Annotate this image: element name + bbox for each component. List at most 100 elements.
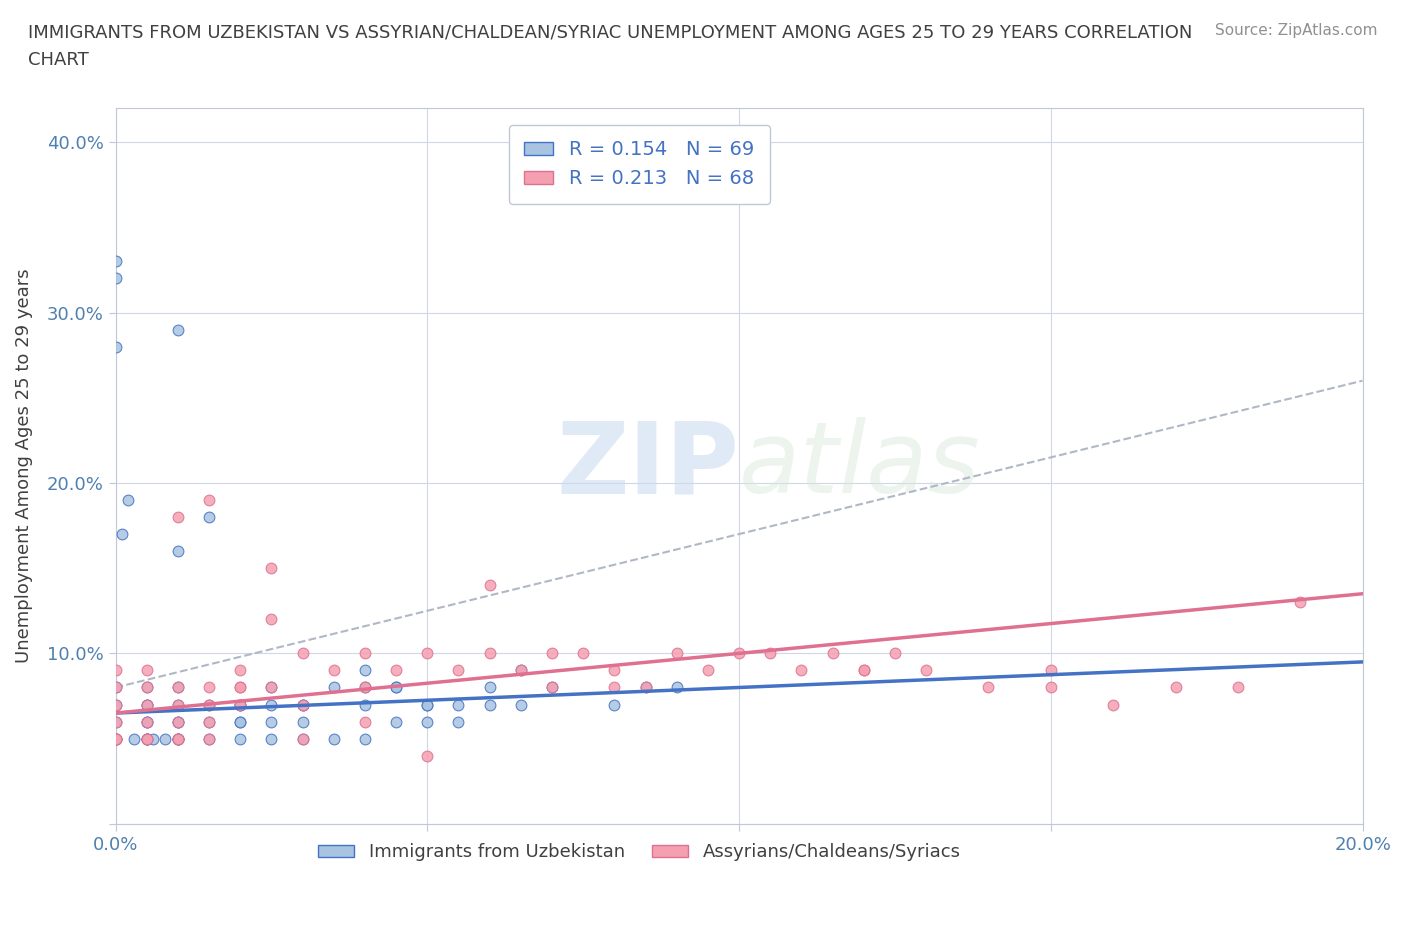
Point xyxy=(198,714,221,729)
Point xyxy=(884,646,907,661)
Point xyxy=(790,663,813,678)
Point xyxy=(229,680,252,695)
Point xyxy=(634,680,657,695)
Point xyxy=(229,698,252,712)
Point xyxy=(354,646,377,661)
Point xyxy=(385,680,408,695)
Point xyxy=(509,663,531,678)
Point xyxy=(291,731,314,746)
Point xyxy=(509,663,531,678)
Point xyxy=(104,680,127,695)
Point xyxy=(104,680,127,695)
Point xyxy=(322,731,344,746)
Point xyxy=(260,680,283,695)
Text: Source: ZipAtlas.com: Source: ZipAtlas.com xyxy=(1215,23,1378,38)
Point xyxy=(167,698,190,712)
Point xyxy=(135,714,157,729)
Point xyxy=(111,526,134,541)
Point xyxy=(354,680,377,695)
Point xyxy=(416,698,439,712)
Point xyxy=(135,698,157,712)
Point xyxy=(665,680,688,695)
Point xyxy=(135,731,157,746)
Point xyxy=(167,510,190,525)
Point xyxy=(167,714,190,729)
Point xyxy=(135,698,157,712)
Point xyxy=(167,698,190,712)
Point xyxy=(634,680,657,695)
Point xyxy=(291,698,314,712)
Point xyxy=(104,254,127,269)
Point xyxy=(416,646,439,661)
Point xyxy=(167,731,190,746)
Point xyxy=(291,698,314,712)
Point xyxy=(104,339,127,354)
Point xyxy=(509,698,531,712)
Point xyxy=(541,646,564,661)
Point xyxy=(167,714,190,729)
Point xyxy=(541,680,564,695)
Point xyxy=(167,322,190,337)
Point xyxy=(142,731,165,746)
Point xyxy=(198,493,221,508)
Point xyxy=(198,698,221,712)
Legend: Immigrants from Uzbekistan, Assyrians/Chaldeans/Syriacs: Immigrants from Uzbekistan, Assyrians/Ch… xyxy=(311,836,967,869)
Point xyxy=(198,731,221,746)
Point xyxy=(603,698,626,712)
Point xyxy=(135,731,157,746)
Point xyxy=(135,731,157,746)
Point xyxy=(385,680,408,695)
Point xyxy=(229,714,252,729)
Point xyxy=(447,698,470,712)
Point xyxy=(478,698,501,712)
Text: CHART: CHART xyxy=(28,51,89,69)
Point xyxy=(1289,595,1312,610)
Point xyxy=(104,731,127,746)
Point xyxy=(104,731,127,746)
Point xyxy=(124,731,146,746)
Point xyxy=(198,698,221,712)
Point xyxy=(478,680,501,695)
Point xyxy=(135,663,157,678)
Point xyxy=(1226,680,1249,695)
Point xyxy=(603,663,626,678)
Point xyxy=(229,663,252,678)
Point xyxy=(104,698,127,712)
Point xyxy=(1102,698,1125,712)
Point xyxy=(104,731,127,746)
Point xyxy=(229,731,252,746)
Point xyxy=(354,731,377,746)
Point xyxy=(291,714,314,729)
Point xyxy=(759,646,782,661)
Point xyxy=(104,271,127,286)
Point xyxy=(104,698,127,712)
Text: IMMIGRANTS FROM UZBEKISTAN VS ASSYRIAN/CHALDEAN/SYRIAC UNEMPLOYMENT AMONG AGES 2: IMMIGRANTS FROM UZBEKISTAN VS ASSYRIAN/C… xyxy=(28,23,1192,41)
Point xyxy=(1039,663,1062,678)
Point xyxy=(354,680,377,695)
Point xyxy=(416,714,439,729)
Point xyxy=(260,698,283,712)
Point xyxy=(291,731,314,746)
Point xyxy=(229,698,252,712)
Point xyxy=(260,612,283,627)
Point xyxy=(167,731,190,746)
Point xyxy=(354,714,377,729)
Point xyxy=(104,731,127,746)
Point xyxy=(135,714,157,729)
Point xyxy=(478,578,501,592)
Point xyxy=(229,680,252,695)
Point xyxy=(104,714,127,729)
Point xyxy=(167,731,190,746)
Point xyxy=(104,731,127,746)
Point xyxy=(229,698,252,712)
Point xyxy=(135,731,157,746)
Point xyxy=(416,698,439,712)
Point xyxy=(541,680,564,695)
Point xyxy=(354,663,377,678)
Point xyxy=(696,663,718,678)
Point xyxy=(167,680,190,695)
Point xyxy=(728,646,751,661)
Point xyxy=(915,663,938,678)
Point xyxy=(322,680,344,695)
Point xyxy=(821,646,844,661)
